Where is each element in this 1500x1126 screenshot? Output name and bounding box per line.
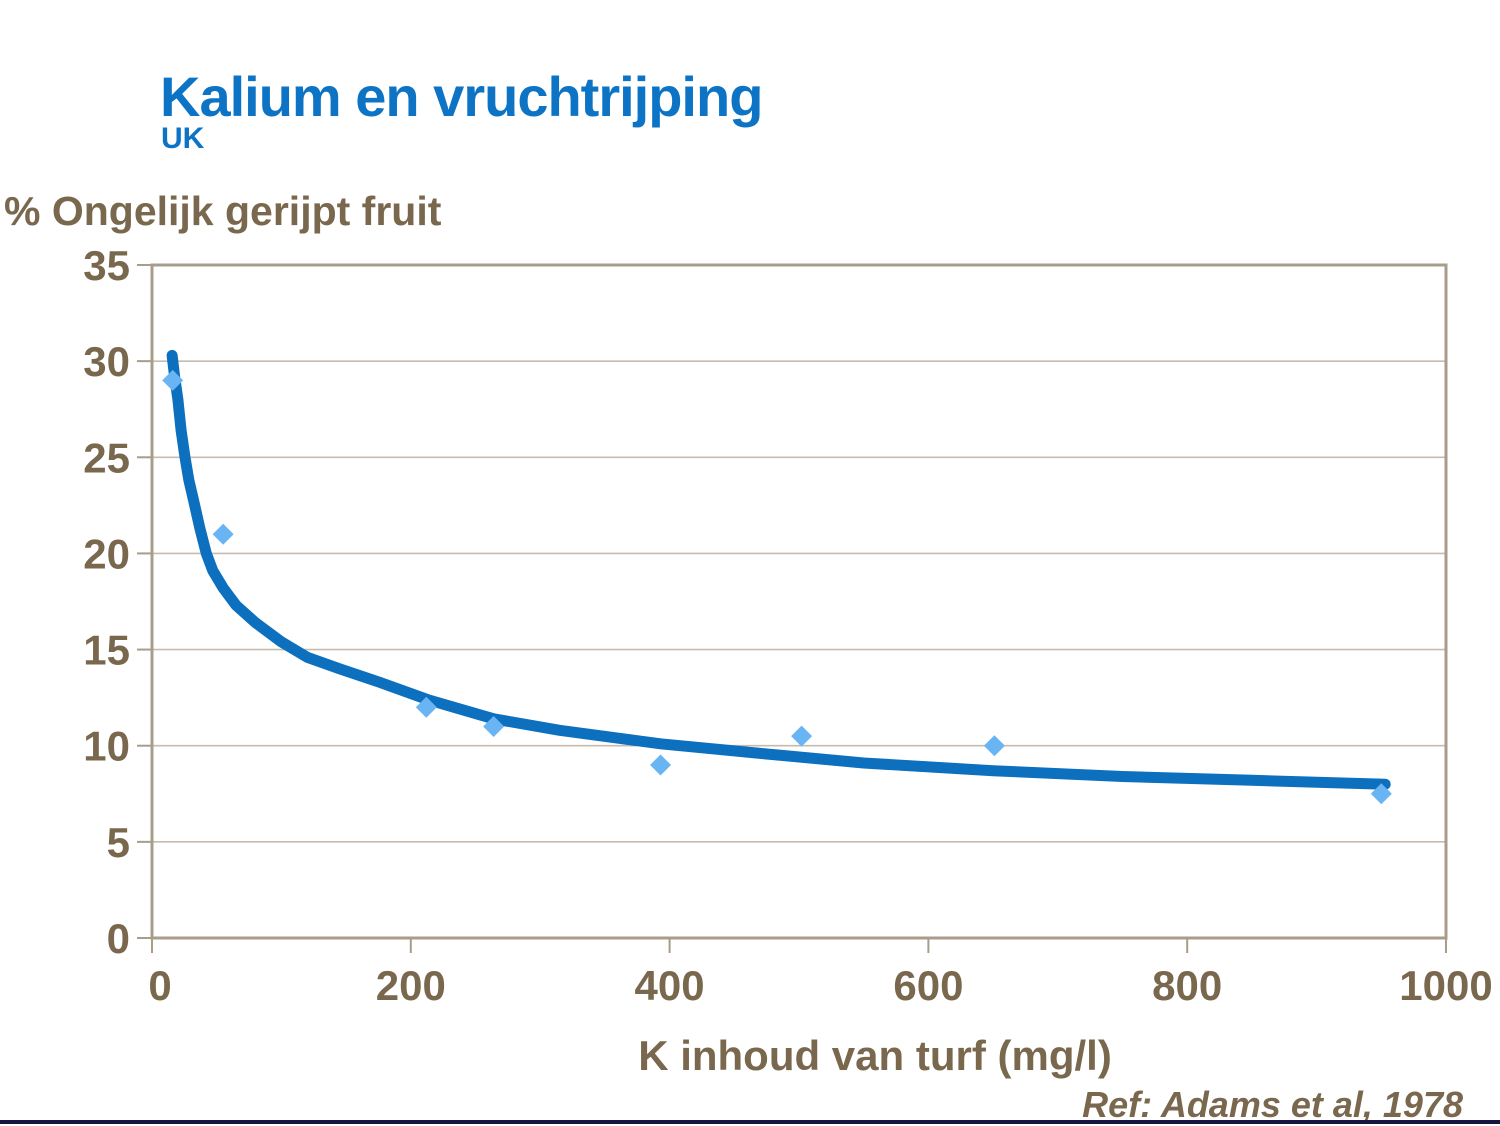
x-tick-label: 1000: [1399, 962, 1492, 1009]
data-point-diamond: [483, 715, 505, 737]
y-tick-label: 30: [83, 338, 130, 385]
y-tick-label: 25: [83, 434, 130, 481]
y-tick-label: 5: [107, 819, 130, 866]
trend-curve: [166, 349, 1391, 790]
footer-bar: [0, 1120, 1500, 1124]
y-tick-label: 20: [83, 530, 130, 577]
x-tick-label: 0: [148, 962, 171, 1009]
data-point-diamond: [415, 696, 437, 718]
x-tick-label: 800: [1152, 962, 1222, 1009]
data-point-diamond: [791, 725, 813, 747]
y-tick-label: 0: [107, 915, 130, 962]
data-point-diamond: [1370, 783, 1392, 805]
y-axis-title: % Ongelijk gerijpt fruit: [4, 188, 442, 234]
y-tick-label: 10: [83, 723, 130, 770]
data-point-diamond: [983, 735, 1005, 757]
reference-citation: Ref: Adams et al, 1978: [1082, 1084, 1463, 1125]
plot-border: [150, 263, 1448, 940]
y-tick-label: 15: [83, 627, 130, 674]
x-axis-title: K inhoud van turf (mg/l): [638, 1032, 1112, 1079]
data-point-diamond: [650, 754, 672, 776]
y-tick-label: 35: [83, 242, 130, 289]
x-tick-label: 600: [893, 962, 963, 1009]
slide-title: Kalium en vruchtrijping: [160, 65, 763, 128]
slide-subtitle: UK: [161, 122, 205, 155]
data-point-diamond: [212, 523, 234, 545]
data-point-diamond: [162, 369, 184, 391]
x-tick-label: 200: [376, 962, 446, 1009]
x-tick-label: 400: [635, 962, 705, 1009]
